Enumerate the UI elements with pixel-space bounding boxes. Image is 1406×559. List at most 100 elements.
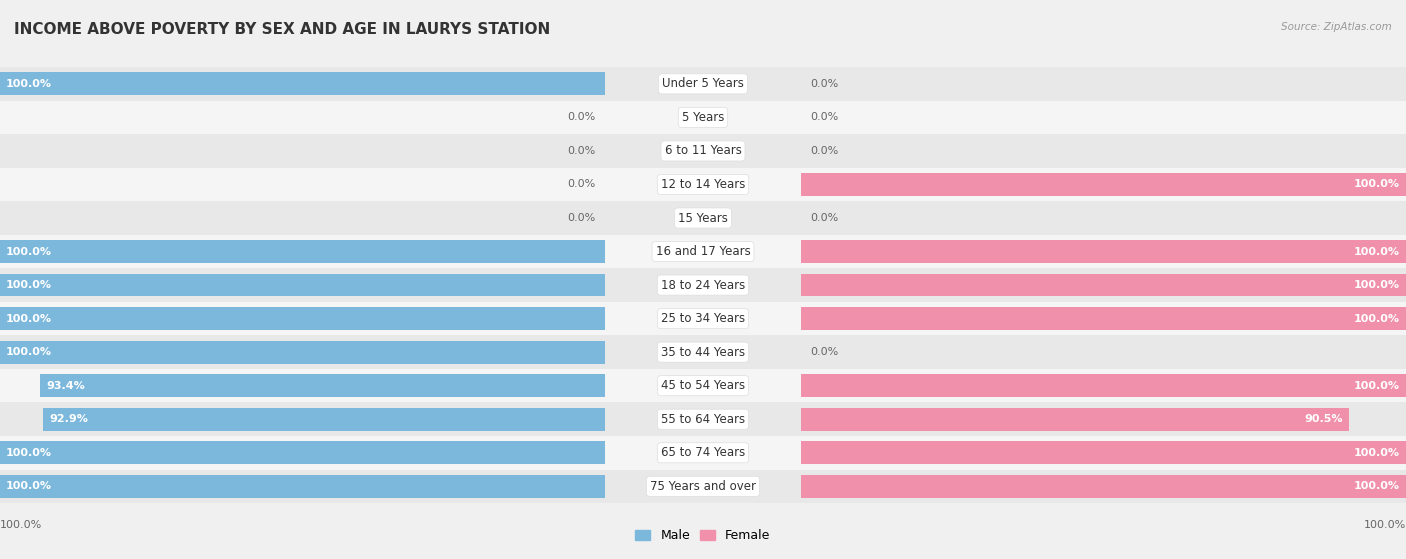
Bar <box>39 375 605 397</box>
Bar <box>0 134 605 168</box>
Text: 100.0%: 100.0% <box>1354 381 1400 391</box>
Text: INCOME ABOVE POVERTY BY SEX AND AGE IN LAURYS STATION: INCOME ABOVE POVERTY BY SEX AND AGE IN L… <box>14 22 550 37</box>
Bar <box>801 173 1406 196</box>
Text: 0.0%: 0.0% <box>810 112 839 122</box>
Bar <box>605 402 801 436</box>
Bar <box>0 235 605 268</box>
Bar <box>0 442 605 464</box>
Text: 100.0%: 100.0% <box>6 79 52 89</box>
Text: 100.0%: 100.0% <box>6 314 52 324</box>
Text: 93.4%: 93.4% <box>46 381 84 391</box>
Text: 5 Years: 5 Years <box>682 111 724 124</box>
Bar <box>44 408 605 430</box>
Text: 0.0%: 0.0% <box>567 179 596 190</box>
Legend: Male, Female: Male, Female <box>630 524 776 547</box>
Bar <box>801 442 1406 464</box>
Bar <box>0 475 605 498</box>
Bar <box>801 475 1406 498</box>
Bar <box>605 101 801 134</box>
Bar <box>0 307 605 330</box>
Bar <box>801 67 1406 101</box>
Text: 100.0%: 100.0% <box>1354 448 1400 458</box>
Bar <box>0 73 605 95</box>
Bar <box>0 436 605 470</box>
Bar <box>801 470 1406 503</box>
Bar <box>801 436 1406 470</box>
Text: 0.0%: 0.0% <box>810 213 839 223</box>
Bar <box>605 268 801 302</box>
Bar <box>605 201 801 235</box>
Text: 100.0%: 100.0% <box>1354 280 1400 290</box>
Text: 0.0%: 0.0% <box>567 213 596 223</box>
Text: 0.0%: 0.0% <box>810 347 839 357</box>
Bar <box>801 375 1406 397</box>
Text: Under 5 Years: Under 5 Years <box>662 77 744 91</box>
Bar <box>801 235 1406 268</box>
Text: 45 to 54 Years: 45 to 54 Years <box>661 379 745 392</box>
Text: 12 to 14 Years: 12 to 14 Years <box>661 178 745 191</box>
Bar <box>801 274 1406 296</box>
Bar <box>605 302 801 335</box>
Text: 35 to 44 Years: 35 to 44 Years <box>661 345 745 359</box>
Bar <box>605 436 801 470</box>
Text: 100.0%: 100.0% <box>6 481 52 491</box>
Text: 92.9%: 92.9% <box>49 414 87 424</box>
Bar <box>801 402 1406 436</box>
Bar <box>0 101 605 134</box>
Text: 16 and 17 Years: 16 and 17 Years <box>655 245 751 258</box>
Bar <box>605 67 801 101</box>
Bar <box>605 235 801 268</box>
Text: 75 Years and over: 75 Years and over <box>650 480 756 493</box>
Bar <box>0 240 605 263</box>
Bar <box>0 335 605 369</box>
Text: 55 to 64 Years: 55 to 64 Years <box>661 413 745 426</box>
Bar <box>801 335 1406 369</box>
Text: 0.0%: 0.0% <box>567 112 596 122</box>
Bar <box>0 470 605 503</box>
Text: 100.0%: 100.0% <box>1354 314 1400 324</box>
Bar <box>0 402 605 436</box>
Bar <box>801 268 1406 302</box>
Text: 100.0%: 100.0% <box>6 280 52 290</box>
Text: Source: ZipAtlas.com: Source: ZipAtlas.com <box>1281 22 1392 32</box>
Text: 100.0%: 100.0% <box>0 520 42 530</box>
Bar <box>801 408 1348 430</box>
Text: 100.0%: 100.0% <box>6 247 52 257</box>
Bar <box>801 240 1406 263</box>
Text: 100.0%: 100.0% <box>1354 481 1400 491</box>
Text: 100.0%: 100.0% <box>1354 179 1400 190</box>
Text: 0.0%: 0.0% <box>810 79 839 89</box>
Text: 0.0%: 0.0% <box>567 146 596 156</box>
Bar <box>0 274 605 296</box>
Bar <box>801 302 1406 335</box>
Text: 100.0%: 100.0% <box>6 448 52 458</box>
Bar <box>0 168 605 201</box>
Text: 15 Years: 15 Years <box>678 211 728 225</box>
Bar <box>801 369 1406 402</box>
Text: 25 to 34 Years: 25 to 34 Years <box>661 312 745 325</box>
Text: 90.5%: 90.5% <box>1303 414 1343 424</box>
Bar <box>0 341 605 363</box>
Bar <box>0 369 605 402</box>
Bar <box>801 101 1406 134</box>
Bar <box>801 134 1406 168</box>
Bar <box>801 201 1406 235</box>
Bar <box>0 268 605 302</box>
Bar <box>0 302 605 335</box>
Bar <box>605 335 801 369</box>
Bar <box>801 168 1406 201</box>
Bar <box>605 369 801 402</box>
Text: 6 to 11 Years: 6 to 11 Years <box>665 144 741 158</box>
Text: 18 to 24 Years: 18 to 24 Years <box>661 278 745 292</box>
Text: 0.0%: 0.0% <box>810 146 839 156</box>
Bar <box>0 201 605 235</box>
Bar <box>801 307 1406 330</box>
Text: 100.0%: 100.0% <box>1364 520 1406 530</box>
Bar <box>0 67 605 101</box>
Text: 65 to 74 Years: 65 to 74 Years <box>661 446 745 459</box>
Bar <box>605 470 801 503</box>
Bar <box>605 134 801 168</box>
Text: 100.0%: 100.0% <box>1354 247 1400 257</box>
Text: 100.0%: 100.0% <box>6 347 52 357</box>
Bar <box>605 168 801 201</box>
